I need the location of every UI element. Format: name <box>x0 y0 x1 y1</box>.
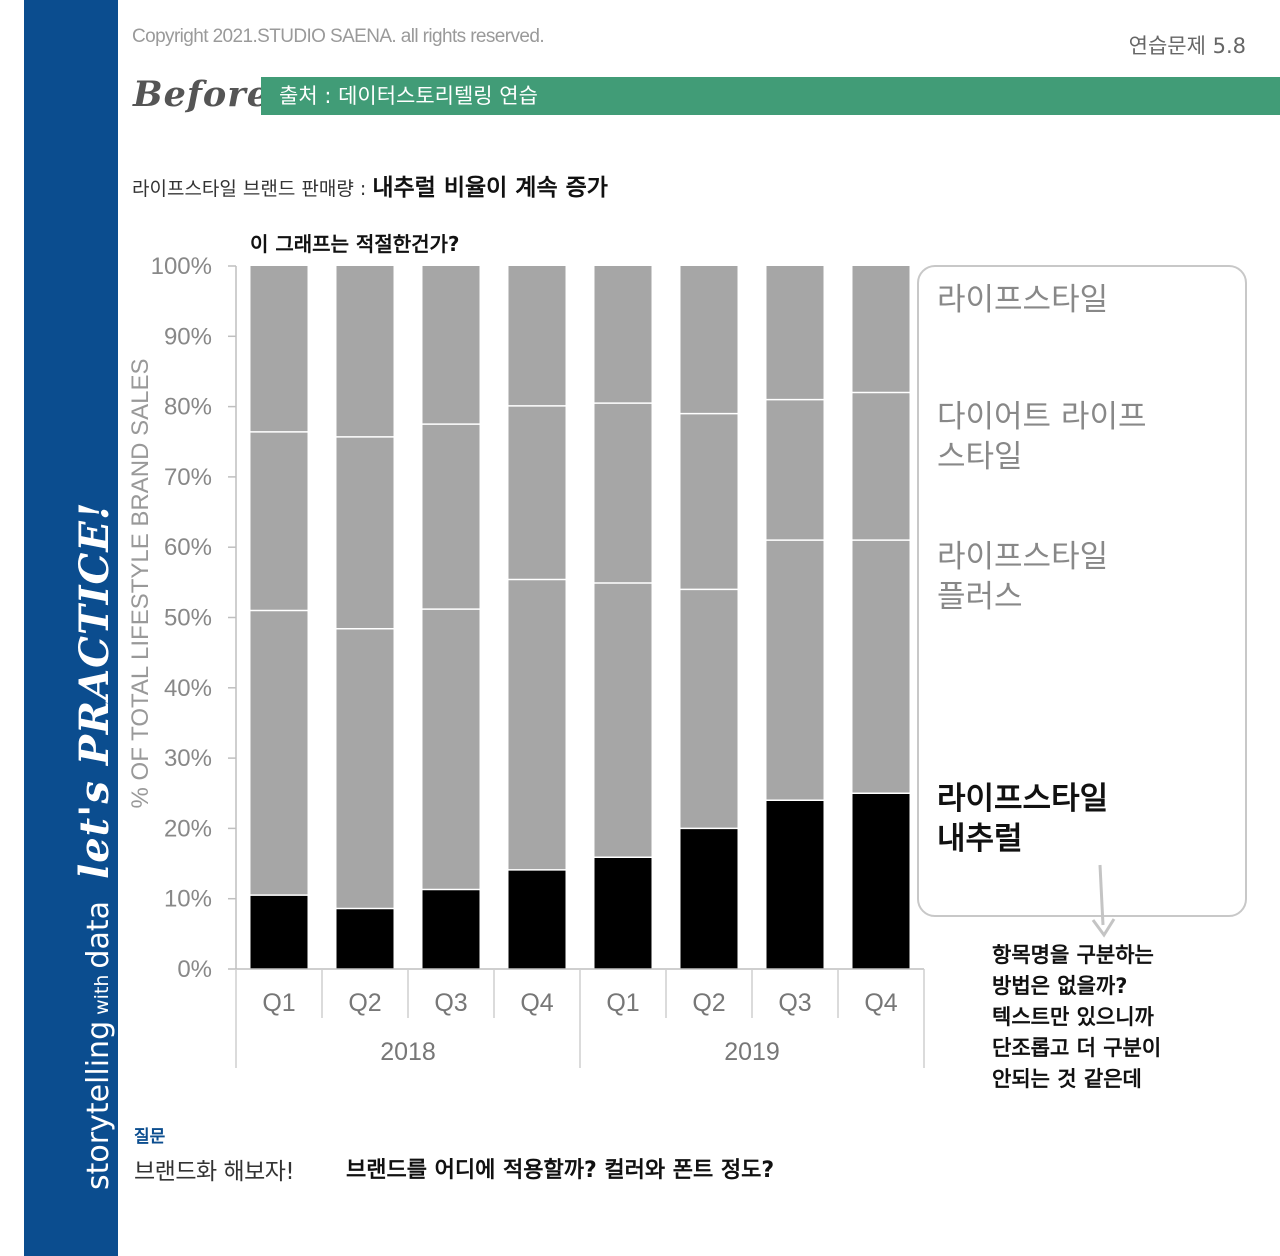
question-label: 질문 <box>134 1127 166 1147</box>
y-tick-label: 100% <box>151 253 212 280</box>
x-tick-label: Q3 <box>434 989 467 1017</box>
legend-diet-lifestyle: 다이어트 라이프 스타일 <box>937 397 1217 477</box>
bar-segment <box>766 399 824 541</box>
bar-segment <box>422 266 480 425</box>
legend-natural-line-2: 내추럴 <box>937 821 1023 857</box>
bar-segment <box>508 579 566 870</box>
y-tick-label: 30% <box>164 745 212 772</box>
bar-segment <box>680 828 738 969</box>
bar-segment <box>250 266 308 432</box>
legend-lifestyle-natural: 라이프스타일 내추럴 <box>937 779 1217 859</box>
legend-lifestyle: 라이프스타일 <box>937 280 1217 320</box>
bar-segment <box>508 266 566 406</box>
bar-segment <box>766 266 824 400</box>
copyright-text: Copyright 2021.STUDIO SAENA. all rights … <box>132 26 545 47</box>
bar-segment <box>250 610 308 896</box>
bar-segment <box>508 405 566 580</box>
bar-segment <box>422 424 480 610</box>
bar-segment <box>422 889 480 969</box>
bar-segment <box>680 266 738 414</box>
x-tick-label: Q4 <box>864 989 897 1017</box>
headline-prefix: 라이프스타일 브랜드 판매량 : <box>132 178 373 200</box>
before-label: Before <box>133 74 270 115</box>
bar-segment <box>852 540 910 794</box>
bar-segment <box>336 436 394 629</box>
legend-box <box>917 265 1247 917</box>
bar-segment <box>594 857 652 969</box>
y-tick-label: 40% <box>164 675 212 702</box>
bar-segment <box>594 266 652 404</box>
source-banner: 출처 : 데이터스토리텔링 연습 <box>261 77 1280 115</box>
bar-segment <box>250 431 308 611</box>
arrow-line <box>1098 864 1105 926</box>
bar-segment <box>594 583 652 858</box>
exercise-number: 연습문제 5.8 <box>1128 34 1246 58</box>
comment-line-4: 단조롭고 더 구분이 <box>992 1036 1162 1060</box>
x-tick-label: Q2 <box>348 989 381 1017</box>
y-tick-label: 60% <box>164 534 212 561</box>
question-annotation: 이 그래프는 적절한건가? <box>250 232 460 256</box>
y-tick-label: 0% <box>177 956 212 983</box>
legend-natural-line-1: 라이프스타일 <box>937 781 1109 817</box>
x-tick-label: Q1 <box>606 989 639 1017</box>
comment-line-5: 안되는 것 같은데 <box>992 1067 1142 1091</box>
y-tick-label: 80% <box>164 394 212 421</box>
legend-diet-line-1: 다이어트 라이프 <box>937 399 1147 435</box>
bar-segment <box>766 540 824 801</box>
legend-plus-line-1: 라이프스타일 <box>937 539 1109 575</box>
sidebar-band: storytellingwithdatalet's PRACTICE! <box>24 0 118 1256</box>
chart-headline: 라이프스타일 브랜드 판매량 : 내추럴 비율이 계속 증가 <box>132 168 608 202</box>
x-tick-label: Q2 <box>692 989 725 1017</box>
bar-segment <box>336 628 394 909</box>
bar-segment <box>336 266 394 437</box>
brand-question: 브랜드를 어디에 적용할까? 컬러와 폰트 정도? <box>346 1158 775 1183</box>
x-tick-label: Q4 <box>520 989 553 1017</box>
legend-diet-line-2: 스타일 <box>937 439 1023 475</box>
legend-lifestyle-line: 라이프스타일 <box>937 282 1109 318</box>
x-group-label: 2018 <box>380 1038 436 1066</box>
bar-segment <box>594 403 652 584</box>
bar-segment <box>766 800 824 969</box>
comment-line-2: 방법은 없을까? <box>992 974 1128 998</box>
legend-plus-line-2: 플러스 <box>937 579 1023 615</box>
y-tick-label: 10% <box>164 886 212 913</box>
bar-segment <box>680 589 738 829</box>
comment-line-3: 텍스트만 있으니까 <box>992 1005 1154 1029</box>
y-tick-label: 70% <box>164 464 212 491</box>
headline-emphasis: 내추럴 비율이 계속 증가 <box>372 175 608 201</box>
source-text: 출처 : 데이터스토리텔링 연습 <box>279 84 538 108</box>
arrow-head <box>1091 918 1116 938</box>
bar-segment <box>680 413 738 590</box>
brand-prompt: 브랜드화 해보자! <box>134 1159 295 1185</box>
bar-segment <box>422 609 480 890</box>
y-tick-label: 50% <box>164 605 212 632</box>
bar-segment <box>508 869 566 969</box>
x-group-label: 2019 <box>724 1038 780 1066</box>
bar-segment <box>250 895 308 969</box>
bar-segment <box>852 392 910 541</box>
bar-segment <box>852 793 910 969</box>
bar-segment <box>852 266 910 393</box>
legend-lifestyle-plus: 라이프스타일 플러스 <box>937 537 1217 617</box>
y-axis-title: % OF TOTAL LIFESTYLE BRAND SALES <box>127 359 154 809</box>
x-tick-label: Q3 <box>778 989 811 1017</box>
x-tick-label: Q1 <box>262 989 295 1017</box>
comment-annotation: 항목명을 구분하는 방법은 없을까? 텍스트만 있으니까 단조롭고 더 구분이 … <box>992 940 1161 1095</box>
y-tick-label: 90% <box>164 323 212 350</box>
bar-segment <box>336 908 394 969</box>
y-tick-label: 20% <box>164 815 212 842</box>
comment-line-1: 항목명을 구분하는 <box>992 943 1154 967</box>
